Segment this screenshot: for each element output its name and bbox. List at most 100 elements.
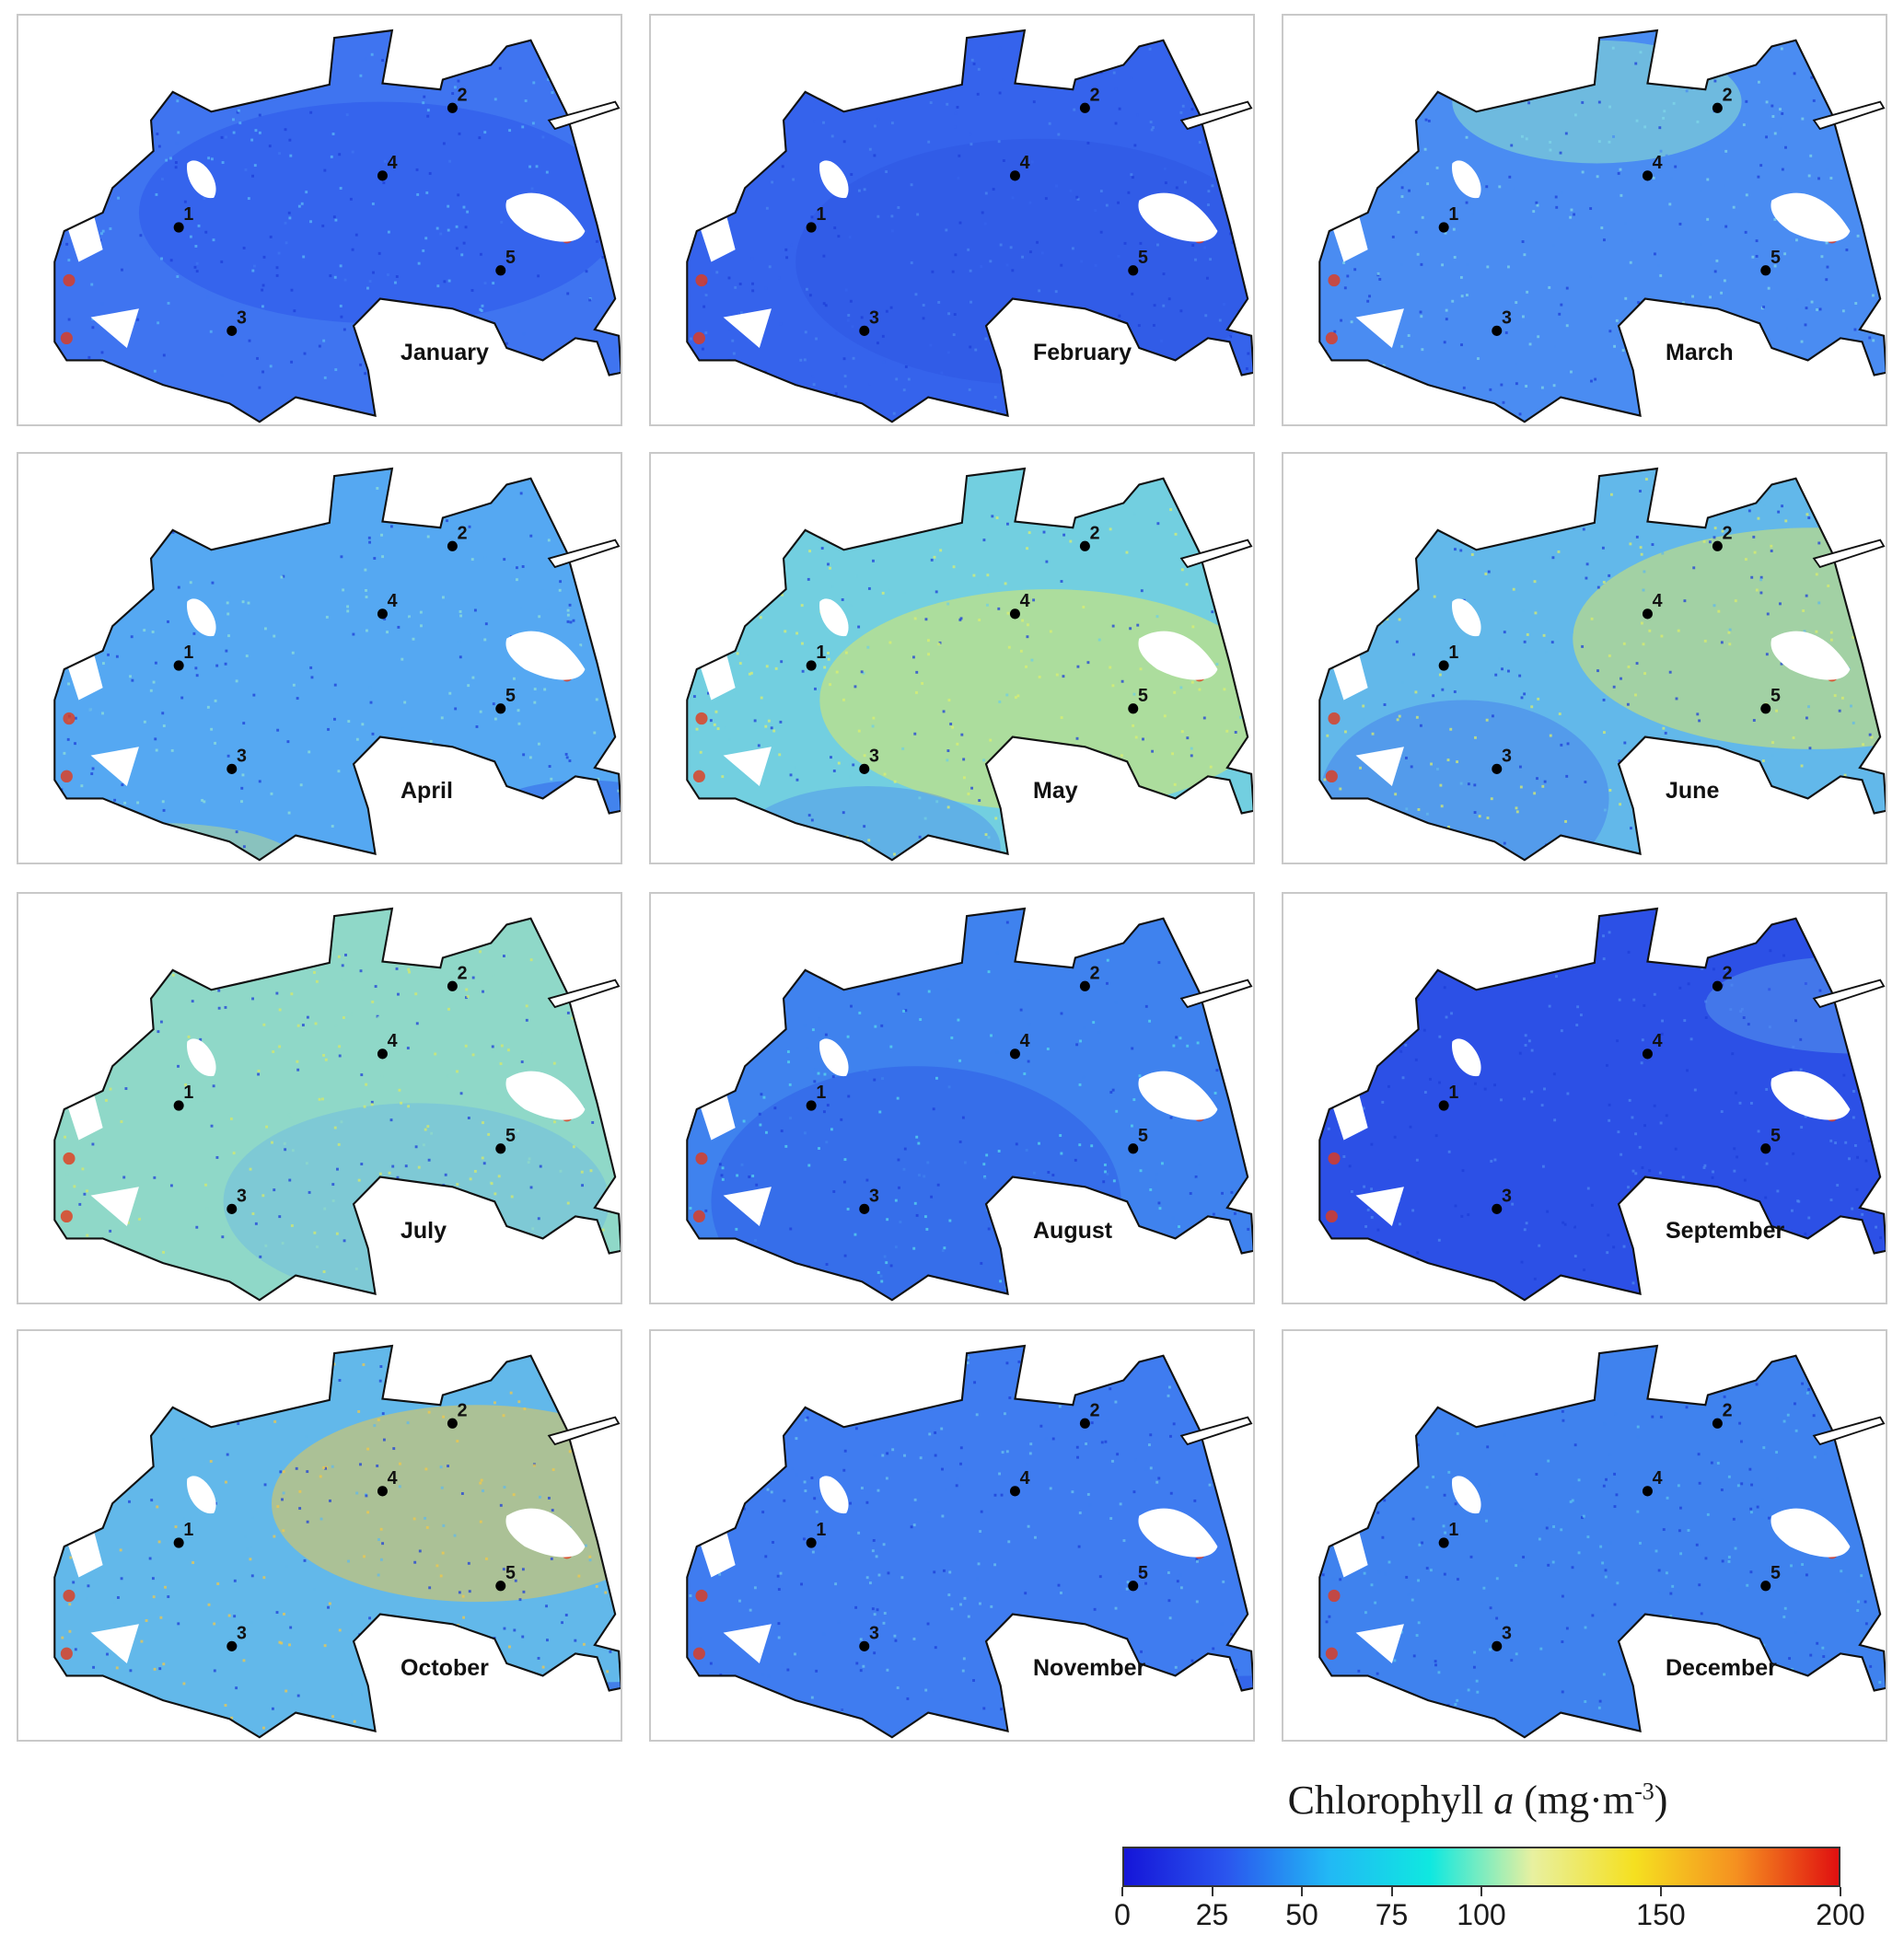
sampling-point-4 [377, 170, 388, 181]
sampling-point-label: 5 [1138, 1563, 1148, 1583]
month-panel-november: 1 2 3 4 5 November [649, 1329, 1255, 1742]
sampling-point-1 [806, 660, 817, 671]
nearshore-hotspot [1325, 331, 1338, 345]
sampling-point-5 [1760, 265, 1771, 276]
month-label: July [401, 1218, 447, 1244]
lake-surface [687, 30, 1253, 423]
sampling-point-5 [1760, 703, 1771, 714]
sampling-point-label: 2 [1723, 963, 1733, 983]
nearshore-hotspot [63, 1589, 75, 1603]
lake-shoreline [1318, 29, 1886, 423]
sampling-point-label: 4 [388, 1031, 398, 1051]
sampling-point-label: 4 [1020, 1031, 1030, 1051]
month-panel-june: 1 2 3 4 5 June [1282, 452, 1887, 864]
sampling-point-label: 3 [237, 746, 247, 766]
concentration-patch [1132, 1675, 1253, 1738]
nearshore-hotspot [1328, 712, 1341, 725]
sampling-point-label: 4 [1020, 591, 1030, 611]
sampling-point-5 [1128, 265, 1139, 276]
sampling-point-label: 3 [237, 307, 247, 328]
colorbar-tick-label: 200 [1816, 1898, 1865, 1931]
sampling-point-4 [377, 608, 388, 620]
sampling-point-label: 1 [183, 204, 193, 225]
sampling-point-label: 3 [869, 307, 879, 328]
no-data-area [1138, 1071, 1218, 1120]
colorbar-tick [1121, 1887, 1123, 1896]
lake-surface [687, 909, 1253, 1301]
sampling-point-label: 1 [816, 1520, 826, 1540]
sampling-point-label: 1 [1448, 1520, 1458, 1540]
sampling-point-2 [1712, 540, 1723, 551]
colorbar-tick-label: 0 [1114, 1898, 1131, 1931]
sampling-point-1 [173, 1100, 184, 1111]
lake-map: 1 2 3 4 5 [686, 1344, 1253, 1739]
concentration-patch [452, 780, 621, 861]
sampling-point-label: 1 [183, 1083, 193, 1103]
no-data-area [187, 1476, 216, 1514]
sampling-point-label: 3 [869, 1186, 879, 1206]
no-data-area [1355, 308, 1404, 349]
sampling-point-label: 1 [183, 1520, 193, 1540]
lake-surface [1319, 1346, 1886, 1738]
legend-title-unit-exponent: -3 [1634, 1778, 1654, 1805]
no-data-area [505, 192, 586, 242]
channel-inlet [1179, 979, 1253, 1009]
sampling-point-label: 3 [869, 1623, 879, 1643]
month-panel-april: 1 2 3 4 5 April [17, 452, 622, 864]
no-data-area [1138, 631, 1218, 680]
sampling-point-4 [1009, 608, 1020, 620]
sampling-point-label: 5 [1770, 248, 1781, 268]
lake-shoreline [686, 907, 1253, 1302]
channel-inlet [1812, 1416, 1886, 1446]
lake-shoreline [1318, 1344, 1886, 1739]
sampling-point-label: 5 [1138, 248, 1148, 268]
sampling-point-4 [377, 1486, 388, 1497]
sampling-point-label: 4 [388, 153, 398, 173]
nearshore-hotspot [1037, 1347, 1050, 1360]
sampling-point-4 [1009, 170, 1020, 181]
sampling-point-4 [1642, 1486, 1653, 1497]
sampling-point-4 [1009, 1048, 1020, 1060]
nearshore-hotspot [63, 712, 75, 725]
colorbar-tick [1840, 1887, 1841, 1896]
colorbar-tick [1390, 1887, 1393, 1896]
sampling-point-label: 3 [1502, 746, 1512, 766]
month-label: May [1033, 778, 1078, 804]
sampling-point-label: 5 [1770, 1563, 1781, 1583]
sampling-point-label: 2 [458, 85, 468, 105]
sampling-point-5 [495, 1581, 506, 1592]
lake-shoreline [53, 1344, 621, 1739]
sampling-point-2 [447, 102, 458, 113]
no-data-area [723, 747, 772, 787]
sampling-point-1 [1438, 1100, 1449, 1111]
sampling-point-label: 5 [505, 686, 516, 706]
sampling-point-5 [1760, 1581, 1771, 1592]
sampling-point-label: 1 [816, 643, 826, 663]
nearshore-hotspot [60, 331, 73, 345]
lake-map: 1 2 3 4 5 [1318, 907, 1886, 1302]
no-data-area [1452, 598, 1481, 637]
sampling-point-5 [1760, 1143, 1771, 1154]
channel-inlet [1812, 100, 1886, 131]
sampling-point-label: 2 [1723, 85, 1733, 105]
nearshore-hotspot [60, 1647, 73, 1661]
sampling-point-2 [447, 1418, 458, 1429]
channel-inlet [1179, 1416, 1253, 1446]
sampling-point-2 [1712, 102, 1723, 113]
lake-shoreline [53, 29, 621, 423]
legend-title-unit-close: ) [1654, 1778, 1668, 1823]
sampling-point-2 [1079, 102, 1090, 113]
month-panel-december: 1 2 3 4 5 December [1282, 1329, 1887, 1742]
no-data-area [505, 631, 586, 680]
channel-inlet [547, 979, 621, 1009]
sampling-point-label: 1 [183, 643, 193, 663]
sampling-point-2 [1079, 1418, 1090, 1429]
no-data-area [723, 1624, 772, 1664]
lake-surface [54, 469, 621, 861]
month-label: November [1033, 1655, 1146, 1681]
sampling-point-3 [859, 1203, 870, 1214]
sampling-point-label: 3 [237, 1623, 247, 1643]
lake-map: 1 2 3 4 5 [1318, 29, 1886, 423]
sampling-point-5 [1128, 1581, 1139, 1592]
sampling-point-label: 4 [1653, 1031, 1663, 1051]
